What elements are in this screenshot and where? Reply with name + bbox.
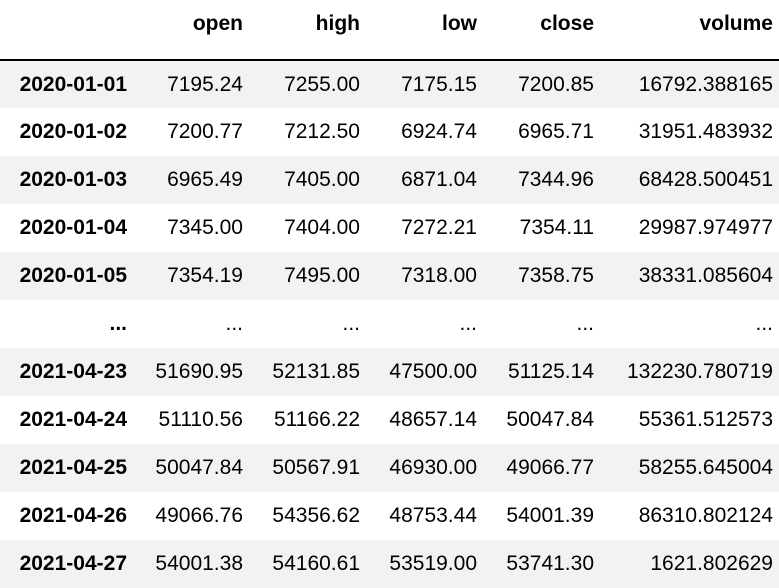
row-index-date: 2021-04-23 bbox=[19, 360, 127, 383]
cell-high: 50567.91 bbox=[272, 456, 360, 479]
cell-close: 51125.14 bbox=[507, 360, 594, 383]
cell-low: 48753.44 bbox=[389, 504, 477, 527]
cell-close: 53741.30 bbox=[506, 552, 594, 575]
cell-volume: 29987.974977 bbox=[638, 216, 773, 239]
table-row: 2021-04-25 50047.84 50567.91 46930.00 49066.… bbox=[0, 444, 779, 492]
cell-low: 7318.00 bbox=[401, 264, 477, 287]
cell-volume: 58255.645004 bbox=[638, 456, 773, 479]
header-open: open bbox=[133, 0, 249, 61]
cell-close: 7354.11 bbox=[519, 216, 594, 239]
cell-high: 7255.00 bbox=[284, 72, 360, 96]
row-index-date: ... bbox=[109, 312, 127, 335]
cell-high: 51166.22 bbox=[273, 408, 360, 431]
row-index-date: 2020-01-01 bbox=[19, 72, 127, 96]
cell-high: 7405.00 bbox=[284, 168, 360, 191]
cell-high: ... bbox=[342, 312, 360, 335]
cell-low: 53519.00 bbox=[389, 552, 477, 575]
cell-low: 6871.04 bbox=[401, 168, 477, 191]
cell-close: ... bbox=[576, 312, 594, 335]
header-close: close bbox=[483, 0, 600, 61]
header-index bbox=[0, 0, 133, 61]
cell-low: 7175.15 bbox=[401, 72, 477, 96]
cell-high: 54356.62 bbox=[272, 504, 360, 527]
cell-volume: 86310.802124 bbox=[638, 504, 773, 527]
cell-high: 54160.61 bbox=[272, 552, 360, 575]
row-index-date: 2021-04-24 bbox=[19, 408, 127, 431]
cell-open: 50047.84 bbox=[155, 456, 243, 479]
cell-close: 6965.71 bbox=[518, 120, 594, 143]
header-row: open high low close volume bbox=[0, 0, 779, 61]
cell-low: 47500.00 bbox=[389, 360, 477, 383]
cell-open: 51110.56 bbox=[158, 408, 243, 431]
cell-close: 7200.85 bbox=[518, 72, 594, 96]
row-index-date: 2020-01-04 bbox=[19, 216, 127, 239]
cell-low: 46930.00 bbox=[389, 456, 477, 479]
cell-low: ... bbox=[459, 312, 477, 335]
table-row: 2021-04-27 54001.38 54160.61 53519.00 53741.… bbox=[0, 540, 779, 588]
cell-low: 6924.74 bbox=[401, 120, 477, 143]
row-index-date: 2021-04-27 bbox=[19, 552, 127, 575]
table-row: 2020-01-03 6965.49 7405.00 6871.04 7344.96 68… bbox=[0, 156, 779, 204]
cell-volume: 68428.500451 bbox=[638, 168, 773, 191]
cell-high: 7495.00 bbox=[284, 264, 360, 287]
row-index-date: 2020-01-03 bbox=[19, 168, 127, 191]
cell-volume: 1621.802629 bbox=[650, 552, 773, 575]
header-high: high bbox=[249, 0, 366, 61]
cell-volume: 16792.388165 bbox=[638, 72, 773, 96]
table-row: 2021-04-23 51690.95 52131.85 47500.00 51125.… bbox=[0, 348, 779, 396]
row-index-date: 2021-04-26 bbox=[19, 504, 127, 527]
table-row: 2021-04-26 49066.76 54356.62 48753.44 54001.… bbox=[0, 492, 779, 540]
cell-open: 51690.95 bbox=[155, 360, 243, 383]
cell-high: 52131.85 bbox=[272, 360, 360, 383]
table-row: 2020-01-02 7200.77 7212.50 6924.74 6965.71 31… bbox=[0, 108, 779, 156]
table-body: 2020-01-01 7195.24 7255.00 7175.15 7200.85 16… bbox=[0, 60, 779, 588]
cell-low: 7272.21 bbox=[401, 216, 477, 239]
cell-volume: 31951.483932 bbox=[638, 120, 773, 143]
cell-volume: 55361.512573 bbox=[638, 408, 773, 431]
cell-open: 49066.76 bbox=[155, 504, 243, 527]
table-row: 2021-04-24 51110.56 51166.22 48657.14 50047.… bbox=[0, 396, 779, 444]
cell-volume: ... bbox=[755, 312, 773, 335]
header-low: low bbox=[366, 0, 483, 61]
cell-open: ... bbox=[225, 312, 243, 335]
row-index-date: 2020-01-02 bbox=[19, 120, 127, 143]
cell-volume: 132230.780719 bbox=[627, 360, 773, 383]
cell-open: 54001.38 bbox=[155, 552, 243, 575]
cell-high: 7212.50 bbox=[284, 120, 360, 143]
table-header: open high low close volume bbox=[0, 0, 779, 61]
cell-close: 7344.96 bbox=[518, 168, 594, 191]
cell-open: 7195.24 bbox=[167, 72, 243, 96]
table-row: 2020-01-05 7354.19 7495.00 7318.00 7358.75 38… bbox=[0, 252, 779, 300]
cell-high: 7404.00 bbox=[284, 216, 360, 239]
cell-close: 54001.39 bbox=[506, 504, 594, 527]
cell-close: 50047.84 bbox=[506, 408, 594, 431]
cell-low: 48657.14 bbox=[389, 408, 477, 431]
row-index-date: 2021-04-25 bbox=[19, 456, 127, 479]
ellipsis-row: .................. bbox=[0, 300, 779, 348]
cell-open: 7345.00 bbox=[167, 216, 243, 239]
table-row: 2020-01-04 7345.00 7404.00 7272.21 7354.11 29… bbox=[0, 204, 779, 252]
cell-close: 7358.75 bbox=[518, 264, 594, 287]
cell-close: 49066.77 bbox=[506, 456, 594, 479]
cell-open: 7200.77 bbox=[167, 120, 243, 143]
cell-open: 6965.49 bbox=[167, 168, 243, 191]
cell-open: 7354.19 bbox=[167, 264, 243, 287]
table-row: 2020-01-01 7195.24 7255.00 7175.15 7200.85 16… bbox=[0, 60, 779, 108]
row-index-date: 2020-01-05 bbox=[19, 264, 127, 287]
header-volume: volume bbox=[600, 0, 779, 61]
cell-volume: 38331.085604 bbox=[638, 264, 773, 287]
